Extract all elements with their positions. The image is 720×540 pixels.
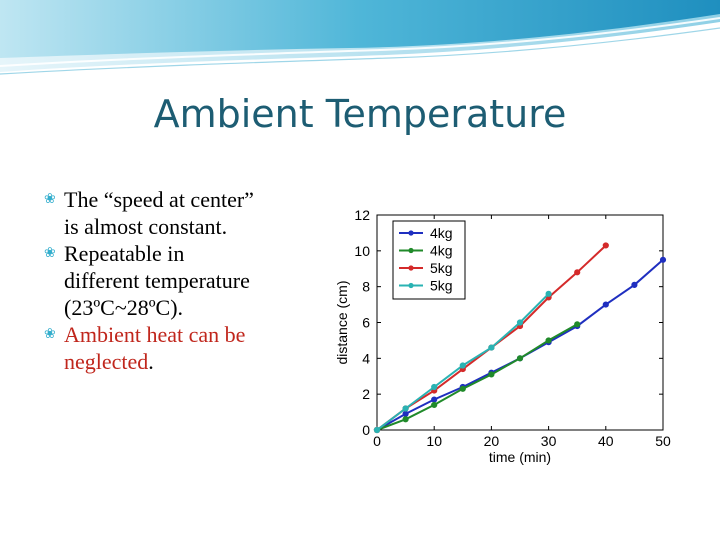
bullet-item: ❀ Ambient heat can be neglected. xyxy=(44,321,334,375)
y-tick-label: 10 xyxy=(354,243,370,259)
bullet-line: neglected. xyxy=(64,348,334,375)
x-tick-label: 10 xyxy=(426,433,442,449)
header-wave-decoration xyxy=(0,0,720,75)
bullet-icon: ❀ xyxy=(44,327,56,342)
data-point xyxy=(488,371,495,378)
x-tick-label: 20 xyxy=(484,433,500,449)
distance-time-chart: 0 10 20 30 40 50 0 2 4 6 8 10 12 time (min) distance (… xyxy=(334,207,671,465)
bullet-punctuation: . xyxy=(148,349,154,374)
y-tick-label: 12 xyxy=(354,207,370,223)
x-axis-label: time (min) xyxy=(489,449,551,465)
legend-label: 4kg xyxy=(430,225,453,241)
series-line xyxy=(376,323,578,431)
x-tick-label: 50 xyxy=(655,433,671,449)
data-point xyxy=(545,290,552,297)
legend-label: 5kg xyxy=(430,260,453,276)
data-point xyxy=(431,383,438,391)
y-tick-label: 8 xyxy=(362,279,370,295)
data-point xyxy=(431,396,438,403)
bullet-line: different temperature xyxy=(64,268,250,293)
x-tick-label: 30 xyxy=(541,433,557,449)
data-point xyxy=(402,405,409,412)
legend-swatch-marker xyxy=(408,282,414,289)
legend-swatch-marker xyxy=(408,230,414,236)
data-point xyxy=(574,321,581,328)
legend-label: 5kg xyxy=(430,278,453,294)
bullet-line: (23ºC~28ºC). xyxy=(64,295,184,320)
y-axis-label: distance (cm) xyxy=(334,280,350,364)
data-point xyxy=(488,344,495,351)
bullet-line: is almost constant. xyxy=(64,214,228,239)
bullet-item: ❀ Repeatable in different temperature (2… xyxy=(44,240,334,321)
data-point xyxy=(659,256,667,263)
y-tick-label: 4 xyxy=(362,350,370,366)
bullet-line: Repeatable in xyxy=(64,241,185,266)
data-point xyxy=(431,401,438,409)
x-tick-label: 40 xyxy=(598,433,614,449)
legend-swatch-marker xyxy=(408,265,414,271)
y-tick-label: 6 xyxy=(362,315,370,331)
data-point xyxy=(402,416,409,423)
data-point xyxy=(631,281,638,288)
bullet-line: Ambient heat can be xyxy=(64,322,246,347)
data-point xyxy=(602,301,609,308)
y-tick-label: 0 xyxy=(362,422,370,438)
bullet-list: ❀ The “speed at center” is almost consta… xyxy=(44,186,334,375)
x-tick-label: 0 xyxy=(373,433,381,449)
data-point xyxy=(373,426,381,434)
bullet-icon: ❀ xyxy=(44,246,56,261)
slide-title: Ambient Temperature xyxy=(153,92,567,136)
data-point xyxy=(459,385,466,392)
y-tick-label: 2 xyxy=(362,386,370,402)
bullet-icon: ❀ xyxy=(44,192,56,207)
data-point xyxy=(402,410,409,417)
legend-swatch-marker xyxy=(408,247,414,254)
data-point xyxy=(516,319,524,326)
bullet-line: The “speed at center” xyxy=(64,187,254,212)
data-point xyxy=(602,242,609,249)
legend-label: 4kg xyxy=(430,243,453,259)
data-point xyxy=(516,355,524,362)
bullet-item: ❀ The “speed at center” is almost consta… xyxy=(44,186,334,240)
data-point xyxy=(574,269,581,276)
bullet-text: neglected xyxy=(64,349,149,374)
data-point xyxy=(459,362,466,369)
data-point xyxy=(545,337,552,344)
